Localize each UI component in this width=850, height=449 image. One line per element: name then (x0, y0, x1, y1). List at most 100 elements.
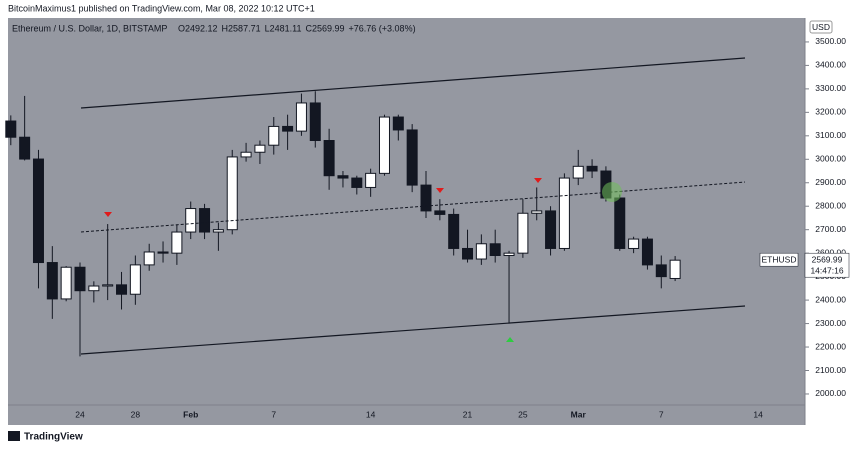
x-tick-label: 14 (753, 409, 763, 419)
x-tick-label: Mar (571, 409, 587, 419)
ohlc-value: L2481.11 (265, 23, 302, 33)
candle-body (60, 266, 72, 300)
y-tick-label: 3500.00 (815, 36, 846, 46)
candle-body (669, 259, 681, 279)
candle-body (143, 251, 155, 266)
candle-body (572, 165, 584, 179)
candle-body (129, 264, 141, 295)
candle-body (240, 151, 252, 158)
candle-body (116, 284, 128, 295)
candle-body (365, 172, 377, 188)
candle-body (309, 102, 321, 142)
candle-body (517, 212, 529, 254)
logo-icon (8, 431, 20, 441)
ohlc-value: O2492.12 (178, 23, 218, 33)
currency: USD (812, 22, 830, 32)
ohlc-value: C2569.99 (305, 23, 344, 33)
candle-body (655, 264, 667, 278)
x-tick-label: 14 (366, 409, 376, 419)
x-tick-label: 21 (463, 409, 473, 419)
candle-body (586, 165, 598, 172)
plot-area (8, 18, 805, 425)
countdown: 14:47:16 (810, 265, 843, 275)
candle-body (226, 156, 238, 231)
price-label: 2569.99 (812, 254, 843, 264)
ohlc-value: H2587.71 (222, 23, 261, 33)
y-tick-label: 2900.00 (815, 177, 846, 187)
candle-body (171, 231, 183, 254)
y-tick-label: 2300.00 (815, 318, 846, 328)
y-tick-label: 2800.00 (815, 200, 846, 210)
candle-body (475, 243, 487, 260)
highlight (602, 182, 622, 202)
candle-body (88, 285, 100, 292)
candle-body (641, 238, 653, 266)
symbol-box (759, 252, 799, 267)
symbol: Ethereum / U.S. Dollar, 1D, BITSTAMP (12, 23, 167, 33)
candle-body (46, 262, 58, 300)
y-tick-label: 3300.00 (815, 83, 846, 93)
candle-body (199, 208, 211, 233)
candle-body (392, 116, 404, 131)
channel-mid (80, 181, 746, 233)
candle-body (558, 177, 570, 249)
price-box (804, 252, 850, 278)
y-tick-label: 3000.00 (815, 154, 846, 164)
candle-body (185, 208, 197, 233)
candle-body (420, 184, 432, 212)
y-tick-label: 2000.00 (815, 388, 846, 398)
candle-body (268, 125, 280, 146)
y-tick-label: 2200.00 (815, 341, 846, 351)
sell-arrow (534, 178, 542, 183)
currency-box (809, 20, 833, 34)
candle-body (337, 175, 349, 179)
candle-body (614, 197, 626, 249)
candle-body (212, 229, 224, 233)
symbol-label: ETHUSD (762, 254, 797, 264)
ohlc-value: +76.76 (+3.08%) (349, 23, 416, 33)
candle-body (323, 140, 335, 177)
x-tick-label: 25 (518, 409, 528, 419)
candle-body (628, 238, 640, 249)
candle-body (157, 251, 169, 254)
x-tick-label: 28 (131, 409, 141, 419)
candle-body (5, 120, 17, 138)
channel-upper (80, 57, 746, 109)
candle-body (102, 284, 114, 287)
brand: TradingView (24, 432, 83, 443)
candle-body (531, 210, 543, 214)
candle-body (545, 210, 557, 249)
candle-body (32, 158, 44, 264)
y-tick-label: 2700.00 (815, 224, 846, 234)
candle-body (19, 136, 31, 160)
publisher: BitcoinMaximus1 published on TradingView… (8, 3, 315, 13)
candle-body (378, 116, 390, 174)
candle-body (74, 266, 86, 292)
sell-arrow (436, 188, 444, 193)
candle-body (406, 129, 418, 186)
x-tick-label: Feb (183, 409, 198, 419)
x-tick-label: 24 (75, 409, 85, 419)
sell-arrow (104, 212, 112, 217)
channel-lower (80, 305, 746, 355)
buy-arrow (506, 337, 514, 342)
y-tick-label: 2600.00 (815, 247, 846, 257)
candle-body (282, 125, 294, 132)
y-tick-label: 2100.00 (815, 365, 846, 375)
candle-body (489, 243, 501, 257)
y-tick-label: 3200.00 (815, 107, 846, 117)
ohlc-legend: O2492.12 H2587.71 L2481.11 C2569.99 +76.76 (… (178, 23, 416, 33)
candle-body (503, 252, 515, 257)
candle-body (434, 210, 446, 215)
candle-body (351, 177, 363, 188)
candle-body (462, 247, 474, 260)
y-tick-label: 2400.00 (815, 294, 846, 304)
y-tick-label: 3400.00 (815, 60, 846, 70)
candle-body (448, 213, 460, 249)
y-tick-label: 3100.00 (815, 130, 846, 140)
candle-body (295, 102, 307, 132)
x-tick-label: 7 (659, 409, 664, 419)
x-tick-label: 7 (271, 409, 276, 419)
candle-body (254, 144, 266, 153)
